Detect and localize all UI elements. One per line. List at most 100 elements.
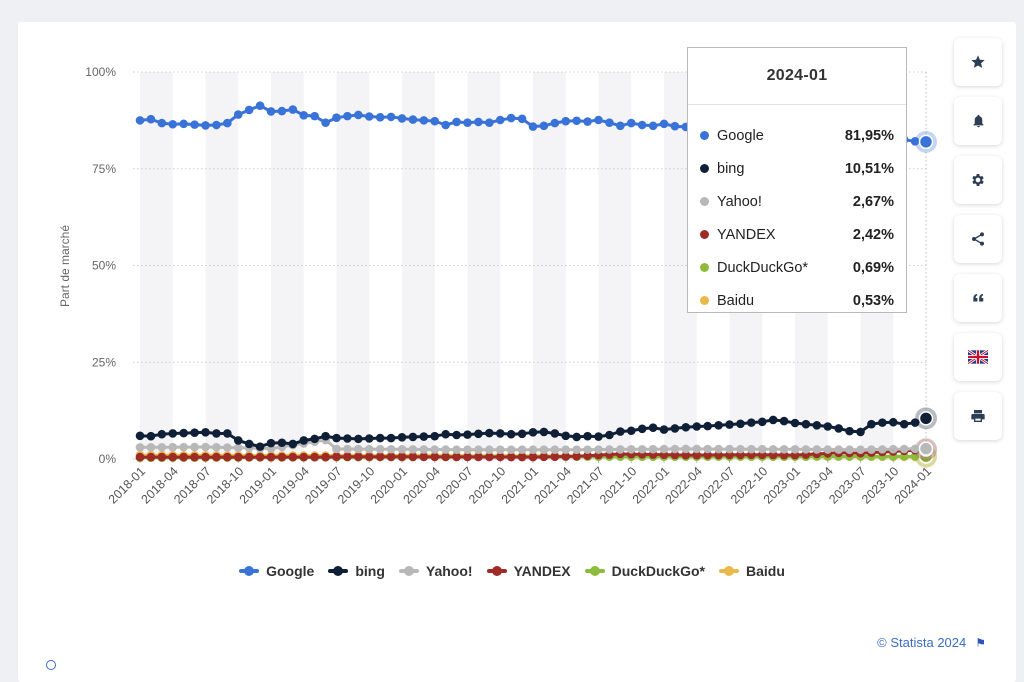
legend-item[interactable]: DuckDuckGo* [584,563,705,579]
data-point [201,452,210,462]
data-point [550,445,560,455]
data-point [528,452,538,462]
data-point [223,429,232,438]
print-button[interactable] [954,392,1002,440]
data-point [910,452,920,461]
data-point [266,438,276,448]
data-point [626,118,636,128]
y-tick-label: 50% [92,259,116,273]
grid-band [467,72,501,459]
data-point [747,444,756,454]
data-point [681,422,691,432]
data-point [681,444,691,454]
data-point [528,122,538,131]
data-point [823,445,833,454]
data-point [452,117,461,127]
data-point [277,106,287,116]
data-point [834,424,843,433]
tooltip-series-value: 2,67% [852,193,894,210]
legend-item[interactable]: Google [239,563,314,579]
series-dot-icon [700,164,709,173]
data-point [572,445,581,455]
tooltip-series-name: YANDEX [717,226,776,243]
data-point [692,422,702,431]
legend-item[interactable]: Baidu [718,563,785,579]
data-point [190,120,199,129]
gear-icon [972,174,984,186]
data-point [364,112,374,121]
data-point [157,429,167,439]
legend-item[interactable]: YANDEX [486,563,571,579]
data-point [332,113,341,122]
data-point [375,433,385,443]
tooltip-series-name: bing [717,160,745,177]
data-point [146,443,156,452]
legend-item[interactable]: Yahoo! [398,563,473,579]
data-point [528,427,538,437]
data-point [266,107,276,116]
data-point [135,452,145,462]
statista-credit[interactable]: © Statista 2024 ⚑ [877,635,986,650]
data-point [212,442,221,452]
data-point [823,422,833,431]
data-point [157,452,167,462]
y-tick-label: 75% [92,162,116,176]
data-point [637,424,647,434]
data-point [397,114,407,123]
tooltip-row: Google 81,95% [688,119,906,152]
data-point [550,429,560,438]
data-point [703,421,712,431]
data-point [430,431,440,441]
cite-button[interactable] [954,274,1002,322]
data-point [364,444,374,454]
share-button[interactable] [954,215,1002,263]
legend-label: YANDEX [513,563,571,579]
data-point [790,445,800,454]
chart-legend: Google bing Yahoo! YANDEX DuckDuckGo* Baidu [0,563,1024,579]
highlight-point [918,411,934,426]
data-point [441,445,450,454]
favorite-button[interactable] [954,38,1002,86]
settings-button[interactable] [954,156,1002,204]
data-point [430,116,440,126]
tooltip-series-name: Yahoo! [717,193,762,210]
data-point [550,118,560,128]
flag-icon[interactable]: ⚑ [975,635,986,650]
data-point [179,428,188,438]
data-point [736,444,745,454]
data-point [801,419,811,429]
data-point [430,452,440,462]
data-point [474,445,483,455]
data-point [725,420,734,429]
data-point [474,117,483,127]
data-point [386,452,396,462]
data-point [244,439,254,449]
data-point [452,445,461,454]
language-button[interactable] [954,333,1002,381]
data-point [288,105,298,114]
data-point [703,450,712,460]
data-point [561,452,571,461]
data-point [583,117,592,126]
data-point [648,121,658,131]
tooltip-series-name: Google [717,127,764,144]
data-point [310,452,319,462]
legend-item[interactable]: bing [328,563,385,579]
data-point [343,111,352,121]
data-point [430,445,440,454]
data-point [626,426,636,436]
data-point [463,452,472,462]
data-point [594,115,603,125]
data-point [583,431,592,441]
notification-button[interactable] [954,97,1002,145]
data-point [452,430,461,440]
data-point [201,427,210,437]
data-point [910,418,920,427]
data-point [648,444,658,454]
data-point [670,444,680,454]
y-tick-label: 100% [85,65,116,79]
data-point [485,428,494,438]
series-dot-icon [700,131,709,140]
tooltip-series-name: DuckDuckGo* [717,259,809,276]
data-point [681,450,691,460]
